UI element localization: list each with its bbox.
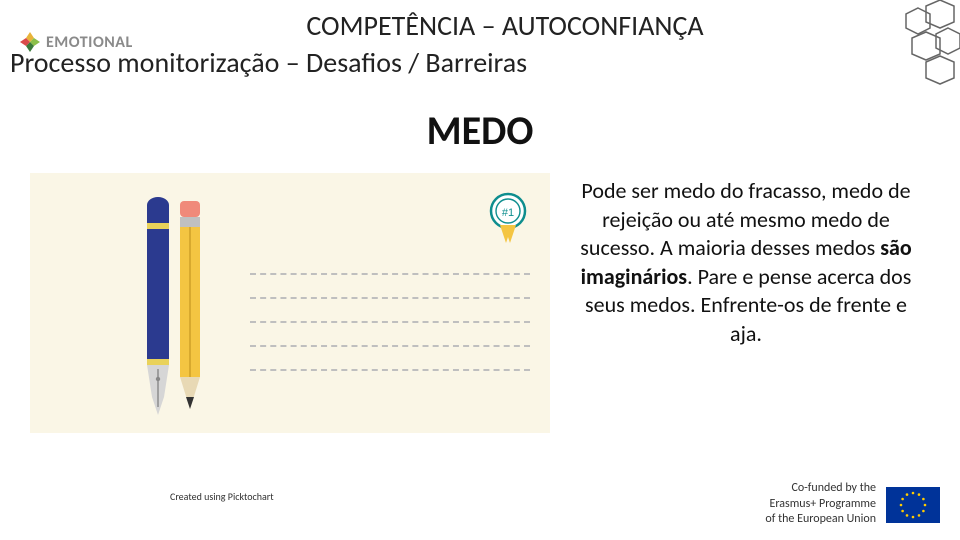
cofund-line3: of the European Union — [765, 512, 876, 528]
logo-emotional: EMOTIONAL — [18, 30, 133, 54]
header-title-line2: Processo monitorização – Desafios / Barr… — [10, 45, 940, 80]
badge-icon: #1 — [486, 191, 530, 251]
pen-pencil-icon — [140, 197, 210, 427]
main-title: MEDO — [0, 106, 960, 155]
eu-flag-icon — [886, 487, 940, 523]
header-title-line1: COMPETÊNCIA – AUTOCONFIANÇA — [70, 8, 940, 43]
body-part1: Pode ser medo do fracasso, medo de rejei… — [580, 177, 910, 261]
credit-text: Created using Picktochart — [170, 490, 274, 503]
footer-cofunded: Co-funded by the Erasmus+ Programme of t… — [765, 481, 940, 528]
body-text: Pode ser medo do fracasso, medo de rejei… — [570, 173, 930, 349]
dashed-lines — [250, 273, 530, 393]
badge-text: #1 — [502, 207, 514, 219]
logo-text: EMOTIONAL — [46, 33, 133, 52]
corner-decoration-icon — [840, 0, 960, 90]
cofund-text: Co-funded by the Erasmus+ Programme of t… — [765, 481, 876, 528]
illustration-panel: #1 — [30, 173, 550, 433]
logo-mark-icon — [18, 30, 42, 54]
cofund-line1: Co-funded by the — [765, 481, 876, 497]
cofund-line2: Erasmus+ Programme — [765, 497, 876, 513]
